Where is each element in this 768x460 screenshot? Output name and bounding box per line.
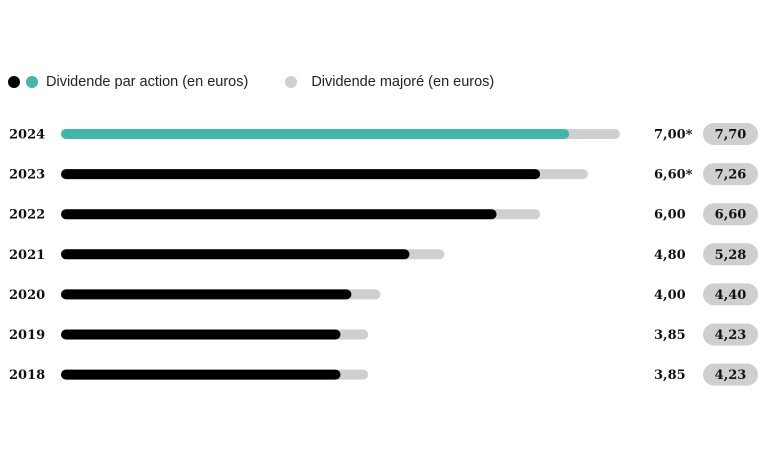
bar-dividend-2024 (61, 129, 570, 139)
legend-swatch-grey (285, 76, 298, 88)
pill-enhanced-2022 (703, 203, 758, 226)
year-label-2024: 2024 (9, 128, 45, 143)
value-label-enhanced-2021: 5,28 (715, 248, 747, 263)
legend: Dividende par action (en euros) Dividend… (8, 72, 494, 92)
value-label-dividend-2024: 7,00* (654, 128, 693, 143)
value-label-dividend-2023: 6,60* (654, 168, 693, 183)
legend-label-enhanced: Dividende majoré (en euros) (311, 74, 495, 90)
pill-enhanced-2018 (703, 363, 758, 386)
legend-label-dividend: Dividende par action (en euros) (46, 74, 249, 90)
year-label-2020: 2020 (9, 288, 45, 303)
value-label-enhanced-2024: 7,70 (715, 128, 747, 143)
value-label-dividend-2021: 4,80 (654, 248, 686, 263)
year-label-2023: 2023 (9, 168, 45, 183)
value-label-dividend-2022: 6,00 (654, 208, 686, 223)
legend-swatch-teal (26, 76, 38, 88)
value-label-dividend-2020: 4,00 (654, 288, 686, 303)
bar-dividend-2023 (61, 169, 541, 180)
pill-enhanced-2024 (703, 123, 758, 145)
legend-swatch-black (8, 76, 20, 88)
value-label-enhanced-2023: 7,26 (715, 168, 747, 183)
value-label-enhanced-2020: 4,40 (715, 288, 747, 303)
bar-dividend-2020 (61, 289, 352, 300)
bar-dividend-2018 (61, 369, 341, 380)
bar-dividend-2021 (61, 249, 410, 260)
value-label-enhanced-2019: 4,23 (715, 328, 747, 343)
value-label-enhanced-2018: 4,23 (715, 368, 747, 383)
legend-item-enhanced: Dividende majoré (en euros) (285, 74, 494, 90)
pill-enhanced-2021 (703, 243, 758, 266)
pill-enhanced-2019 (703, 323, 758, 346)
pill-enhanced-2020 (703, 283, 758, 306)
value-label-dividend-2019: 3,85 (654, 328, 686, 343)
year-label-2021: 2021 (9, 248, 45, 263)
bar-dividend-2019 (61, 329, 341, 340)
year-label-2019: 2019 (9, 328, 45, 343)
value-label-dividend-2018: 3,85 (654, 368, 686, 383)
year-label-2022: 2022 (9, 208, 45, 223)
year-label-2018: 2018 (9, 368, 45, 383)
bar-dividend-2022 (61, 209, 497, 220)
legend-item-dividend: Dividende par action (en euros) (8, 74, 248, 90)
pill-enhanced-2023 (703, 163, 758, 186)
value-label-enhanced-2022: 6,60 (715, 208, 747, 223)
